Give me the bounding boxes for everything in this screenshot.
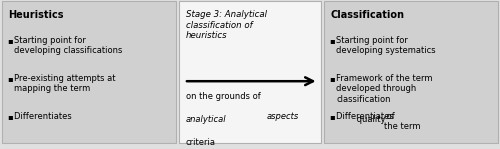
Text: Starting point for
developing systematics: Starting point for developing systematic… <box>336 36 436 55</box>
Text: Differentiates: Differentiates <box>14 112 75 121</box>
Text: ▪: ▪ <box>329 112 334 121</box>
Text: of
the term: of the term <box>384 112 420 131</box>
Bar <box>179 1 321 143</box>
Text: on the grounds of: on the grounds of <box>186 92 260 101</box>
Text: analytical: analytical <box>186 115 226 124</box>
Text: Stage 3: Analytical
classification of
heuristics: Stage 3: Analytical classification of he… <box>186 10 266 40</box>
Bar <box>2 1 176 143</box>
Text: ▪: ▪ <box>7 36 12 45</box>
Text: Pre-existing attempts at
mapping the term: Pre-existing attempts at mapping the ter… <box>14 74 116 93</box>
Text: Framework of the term
developed through
classification: Framework of the term developed through … <box>336 74 433 104</box>
Text: Starting point for
developing classifications: Starting point for developing classifica… <box>14 36 123 55</box>
Text: quality: quality <box>354 115 385 124</box>
Text: criteria: criteria <box>186 138 216 147</box>
Text: aspects: aspects <box>266 112 299 121</box>
Text: ▪: ▪ <box>329 36 334 45</box>
Text: Classification: Classification <box>330 10 404 20</box>
Bar <box>324 1 498 143</box>
Text: ▪: ▪ <box>329 74 334 83</box>
Text: ▪: ▪ <box>7 74 12 83</box>
Text: ▪: ▪ <box>7 112 12 121</box>
Text: Differentiates: Differentiates <box>336 112 397 121</box>
Text: Heuristics: Heuristics <box>8 10 64 20</box>
